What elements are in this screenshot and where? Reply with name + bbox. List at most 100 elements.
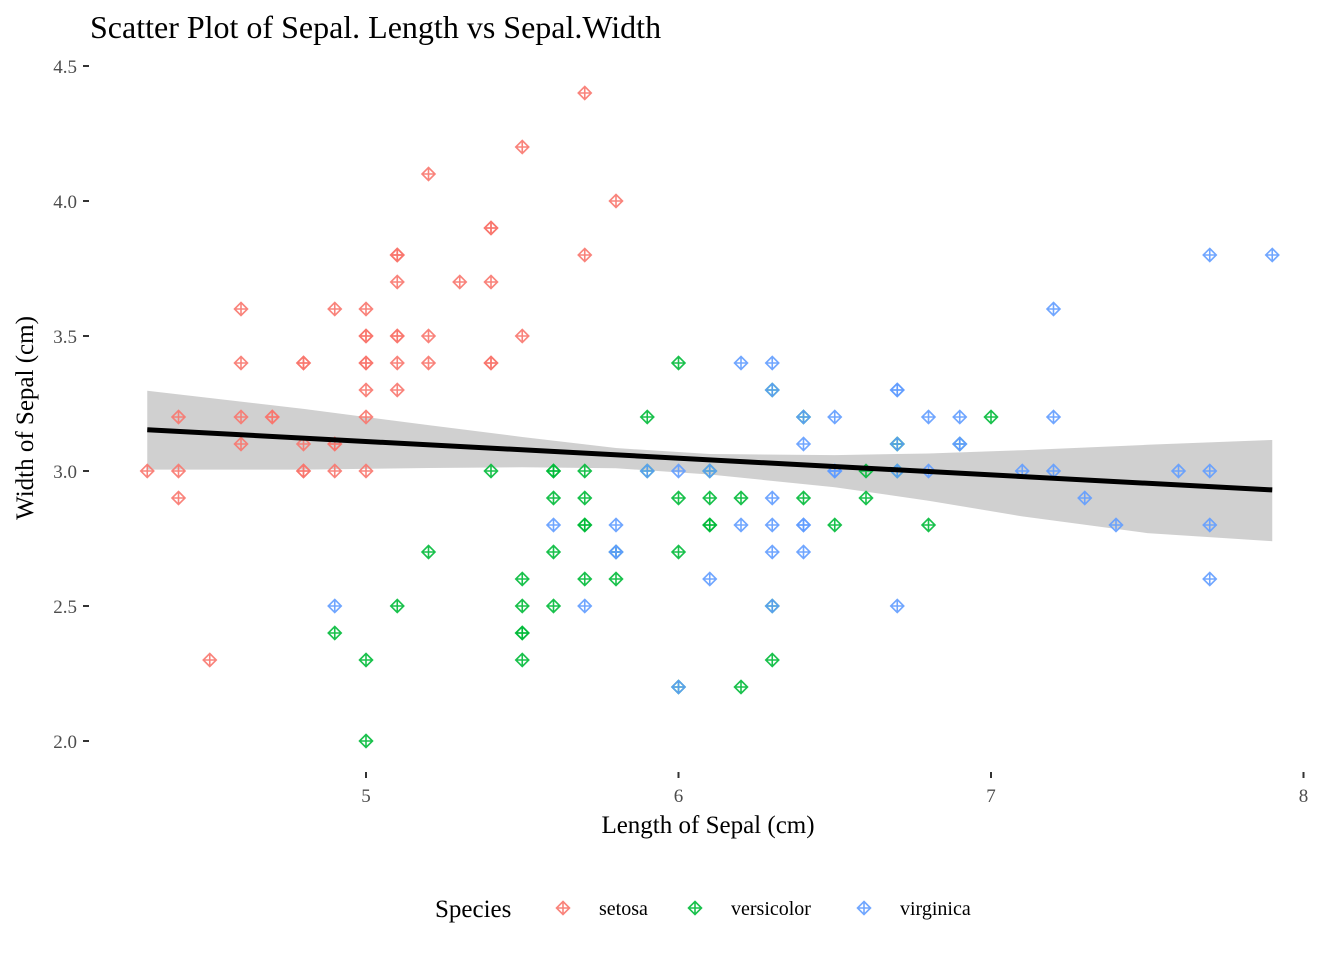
data-point-versicolor <box>389 598 405 614</box>
data-point-setosa <box>358 382 374 398</box>
legend-key-virginica <box>856 900 872 916</box>
data-point-setosa <box>202 652 218 668</box>
data-point-virginica <box>1045 409 1062 425</box>
legend-key-setosa <box>555 900 571 916</box>
data-point-versicolor <box>702 490 718 506</box>
data-point-virginica <box>702 571 718 587</box>
data-point-virginica <box>952 436 968 452</box>
legend-label: virginica <box>900 898 971 920</box>
data-point-virginica <box>1264 247 1280 263</box>
legend-item-versicolor: versicolor <box>687 898 811 920</box>
data-point-setosa <box>389 355 405 371</box>
data-point-setosa <box>170 490 187 506</box>
data-point-virginica <box>795 409 812 425</box>
data-point-setosa <box>608 193 624 209</box>
data-point-setosa <box>483 274 499 290</box>
data-point-setosa <box>577 247 593 263</box>
data-point-setosa <box>327 301 343 317</box>
data-point-virginica <box>795 436 812 452</box>
chart-title: Scatter Plot of Sepal. Length vs Sepal.W… <box>90 9 661 45</box>
data-point-virginica <box>1077 490 1093 506</box>
data-point-virginica <box>1202 463 1218 479</box>
data-point-versicolor <box>514 625 530 641</box>
data-point-versicolor <box>670 490 687 506</box>
data-point-virginica <box>920 409 937 425</box>
data-point-setosa <box>358 409 374 425</box>
data-point-setosa <box>295 355 312 371</box>
data-point-setosa <box>358 355 374 371</box>
data-point-virginica <box>1202 517 1218 533</box>
data-point-versicolor <box>358 652 374 668</box>
data-point-virginica <box>702 463 718 479</box>
data-point-versicolor <box>545 490 562 506</box>
x-tick-label: 7 <box>986 786 996 807</box>
data-point-setosa <box>327 463 343 479</box>
data-point-virginica <box>670 679 687 695</box>
data-point-virginica <box>952 409 968 425</box>
data-point-virginica <box>889 382 905 398</box>
y-tick-label: 2.5 <box>53 597 77 618</box>
data-point-virginica <box>889 436 905 452</box>
data-point-versicolor <box>545 463 562 479</box>
data-point-setosa <box>420 328 437 344</box>
data-point-versicolor <box>327 625 343 641</box>
data-point-setosa <box>483 220 499 236</box>
x-tick-label: 5 <box>361 786 371 807</box>
data-point-setosa <box>233 355 249 371</box>
data-point-setosa <box>483 355 499 371</box>
data-point-virginica <box>795 517 812 533</box>
regression-line <box>147 427 1273 493</box>
data-point-setosa <box>264 409 280 425</box>
data-point-virginica <box>608 517 624 533</box>
data-point-virginica <box>764 355 780 371</box>
data-point-virginica <box>764 490 780 506</box>
data-point-setosa <box>452 274 468 290</box>
data-point-virginica <box>764 517 780 533</box>
data-point-versicolor <box>514 652 530 668</box>
data-point-virginica <box>670 463 687 479</box>
legend-key-versicolor <box>687 900 703 916</box>
data-point-versicolor <box>670 355 687 371</box>
data-point-versicolor <box>764 652 780 668</box>
data-point-virginica <box>733 355 749 371</box>
data-point-versicolor <box>702 517 718 533</box>
data-point-virginica <box>795 544 812 560</box>
data-point-virginica <box>733 517 749 533</box>
data-point-versicolor <box>483 463 499 479</box>
data-point-virginica <box>327 598 343 614</box>
data-point-setosa <box>358 328 374 344</box>
data-point-setosa <box>389 247 405 263</box>
data-point-setosa <box>233 409 249 425</box>
data-point-versicolor <box>577 490 593 506</box>
data-point-versicolor <box>577 463 593 479</box>
data-point-virginica <box>764 544 780 560</box>
y-tick-label: 3.5 <box>53 327 77 348</box>
y-axis-title: Width of Sepal (cm) <box>12 316 39 520</box>
data-point-virginica <box>1108 517 1124 533</box>
data-point-versicolor <box>358 733 374 749</box>
data-point-virginica <box>545 517 562 533</box>
data-point-setosa <box>514 139 530 155</box>
data-point-virginica <box>608 544 624 560</box>
legend-item-virginica: virginica <box>856 898 971 920</box>
data-point-setosa <box>358 301 374 317</box>
data-point-setosa <box>358 463 374 479</box>
data-point-setosa <box>170 409 187 425</box>
data-point-virginica <box>764 598 780 614</box>
x-axis-title: Length of Sepal (cm) <box>601 812 814 839</box>
data-point-virginica <box>639 463 655 479</box>
data-point-versicolor <box>827 517 843 533</box>
data-point-versicolor <box>795 490 812 506</box>
data-point-setosa <box>139 463 155 479</box>
data-point-setosa <box>389 328 405 344</box>
data-point-virginica <box>1170 463 1187 479</box>
data-point-virginica <box>1202 247 1218 263</box>
data-point-setosa <box>295 463 312 479</box>
data-point-virginica <box>1202 571 1218 587</box>
data-points <box>139 85 1280 749</box>
data-point-versicolor <box>733 679 749 695</box>
legend-label: setosa <box>599 898 648 920</box>
legend-label: versicolor <box>731 898 811 920</box>
data-point-setosa <box>420 355 437 371</box>
